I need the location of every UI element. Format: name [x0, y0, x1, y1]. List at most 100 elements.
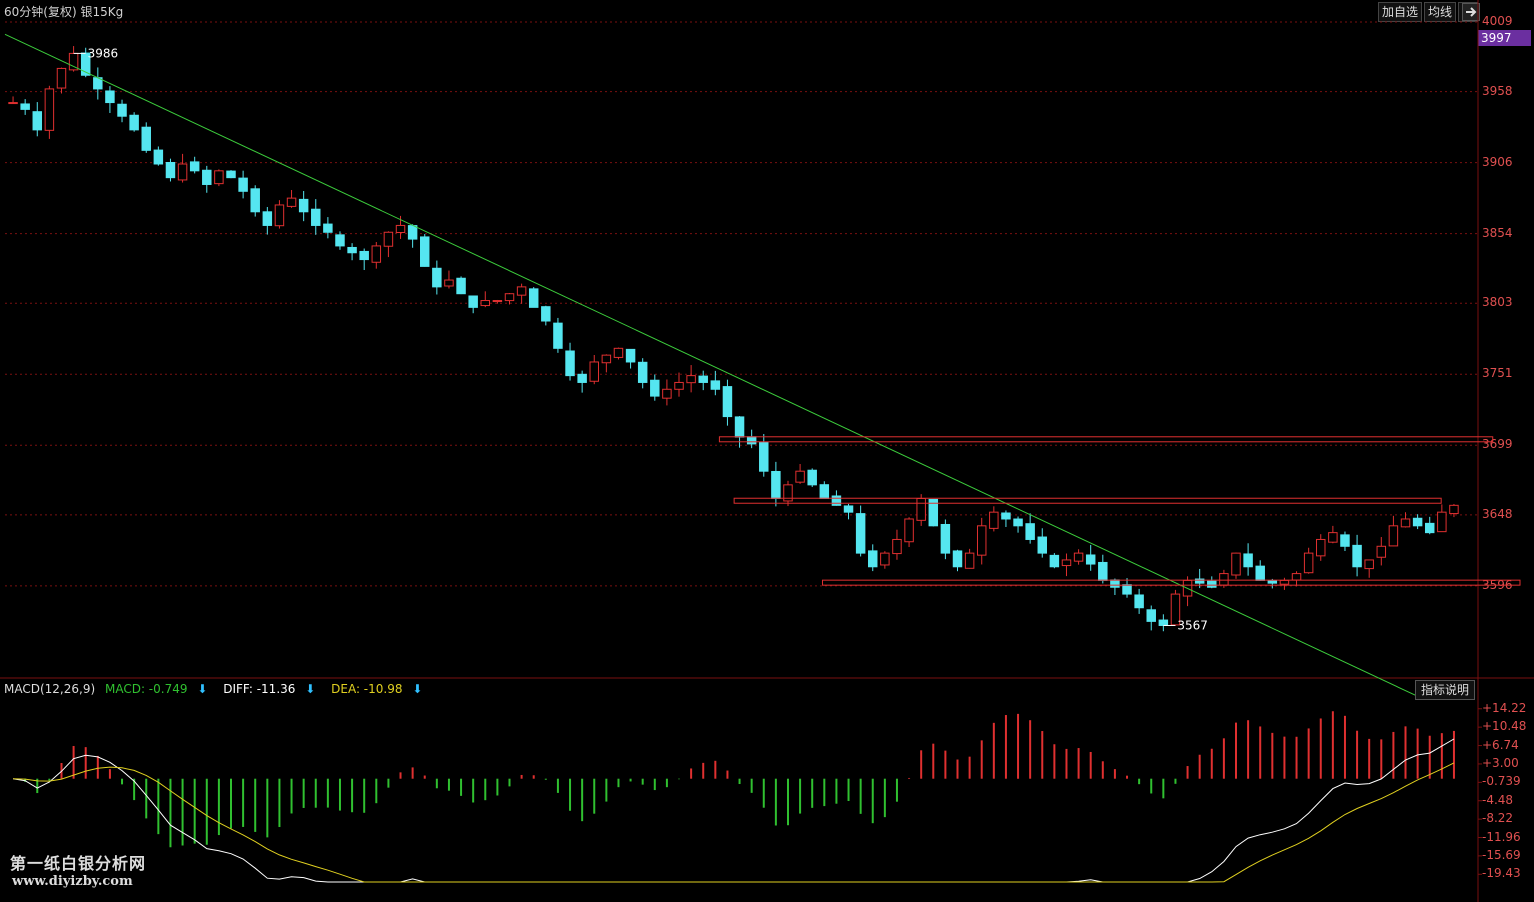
diff-line [13, 738, 1455, 883]
macd-tick-label: +14.22 [1482, 700, 1527, 715]
candle-body [650, 379, 660, 397]
candle-body [601, 354, 612, 364]
candle-body [1073, 552, 1084, 562]
current-price-label: 3997 [1478, 30, 1531, 46]
candle-body [1025, 523, 1035, 540]
candle-body [189, 161, 200, 172]
candle-body [916, 498, 926, 521]
candle-body [795, 470, 805, 483]
price-tick-label: 3751 [1482, 366, 1513, 381]
macd-legend: MACD(12,26,9) MACD: -0.749 ⬇ DIFF: -11.3… [4, 682, 434, 696]
chart-title: 60分钟(复权) 银15Kg [4, 5, 124, 19]
candle-body [771, 471, 781, 500]
candle-body [976, 525, 987, 556]
candle-body [928, 498, 939, 527]
candle-body [395, 224, 406, 234]
candle-body [1207, 580, 1217, 588]
candle-body [141, 126, 151, 151]
candle-body [1243, 553, 1253, 568]
moving-average-button[interactable]: 均线 [1423, 2, 1456, 22]
candle-body [1364, 559, 1374, 570]
candle-body [456, 277, 466, 295]
price-tick-label: 3906 [1482, 154, 1513, 169]
candle-body [565, 350, 575, 377]
candle-body [1424, 522, 1435, 534]
candle-body [807, 469, 817, 486]
candle-body [1037, 536, 1048, 554]
candle-body [625, 348, 636, 363]
candle-body [32, 111, 43, 131]
candle-body [468, 295, 478, 308]
candle-body [153, 149, 164, 165]
macd-tick-label: -19.43 [1482, 866, 1521, 881]
candle-body [311, 208, 321, 226]
candle-body [674, 381, 684, 390]
macd-legend-diff: DIFF: -11.36 ⬇ [223, 682, 316, 696]
candle-body [371, 245, 382, 263]
candle-body [528, 288, 539, 308]
candle-body [1013, 518, 1023, 527]
candle-body [323, 223, 333, 233]
candle-body [1255, 565, 1265, 581]
candle-body [1001, 512, 1011, 520]
candle-body [117, 103, 127, 117]
horizontal-box [718, 436, 1494, 443]
candle-body [1134, 594, 1144, 609]
candle-body [686, 375, 696, 384]
candle-body [1388, 525, 1399, 547]
diff-value: DIFF: -11.36 [223, 682, 296, 696]
candle-body [1122, 584, 1132, 595]
candle-body [262, 211, 273, 226]
exit-icon[interactable] [1462, 3, 1480, 21]
candle-body [1303, 552, 1314, 574]
candle-body [577, 373, 587, 383]
candle-body [831, 495, 842, 506]
candle-body [8, 102, 18, 105]
candle-body [1146, 609, 1156, 622]
candle-body [1231, 552, 1241, 576]
macd-legend-dea: DEA: -10.98 ⬇ [331, 682, 423, 696]
candle-body [444, 279, 454, 287]
candle-body [1316, 538, 1326, 557]
macd-tick-label: +6.74 [1482, 737, 1519, 752]
candle-body [734, 416, 745, 438]
candle-body [480, 300, 491, 307]
macd-tick-label: -0.739 [1482, 774, 1521, 789]
macd-tick-label: +10.48 [1482, 719, 1527, 734]
candle-body [274, 204, 285, 227]
candle-body [553, 322, 563, 349]
candle-body [432, 267, 442, 288]
candle-body [637, 361, 648, 383]
candle-body [383, 231, 394, 247]
candle-body [419, 236, 430, 267]
macd-tick-label: -4.48 [1482, 792, 1514, 807]
candle-body [892, 538, 902, 555]
horizontal-box [733, 497, 1442, 504]
candle-body [819, 484, 830, 500]
candle-body [1061, 559, 1072, 567]
candle-body [940, 523, 951, 554]
candle-body [286, 197, 297, 207]
add-watchlist-button[interactable]: 加自选 [1377, 2, 1422, 22]
candle-body [1158, 619, 1169, 626]
candle-body [698, 375, 708, 383]
candle-body [214, 170, 224, 185]
candle-body [843, 505, 854, 513]
candle-body [44, 88, 55, 131]
candle-body [359, 250, 369, 261]
candle-body [880, 552, 890, 566]
candle-body [964, 552, 975, 569]
candle-body [105, 90, 115, 104]
candle-body [226, 170, 236, 179]
indicator-help-button[interactable]: 指标说明 [1415, 680, 1476, 700]
candle-body [1437, 511, 1447, 533]
price-tick-label: 3803 [1482, 295, 1513, 310]
dea-value: DEA: -10.98 [331, 682, 403, 696]
candle-body [129, 114, 139, 131]
price-tick-label: 3958 [1482, 83, 1513, 98]
candle-body [80, 52, 91, 76]
candle-body [504, 293, 515, 302]
candle-body [1170, 593, 1181, 626]
macd-tick-label: -11.96 [1482, 829, 1521, 844]
